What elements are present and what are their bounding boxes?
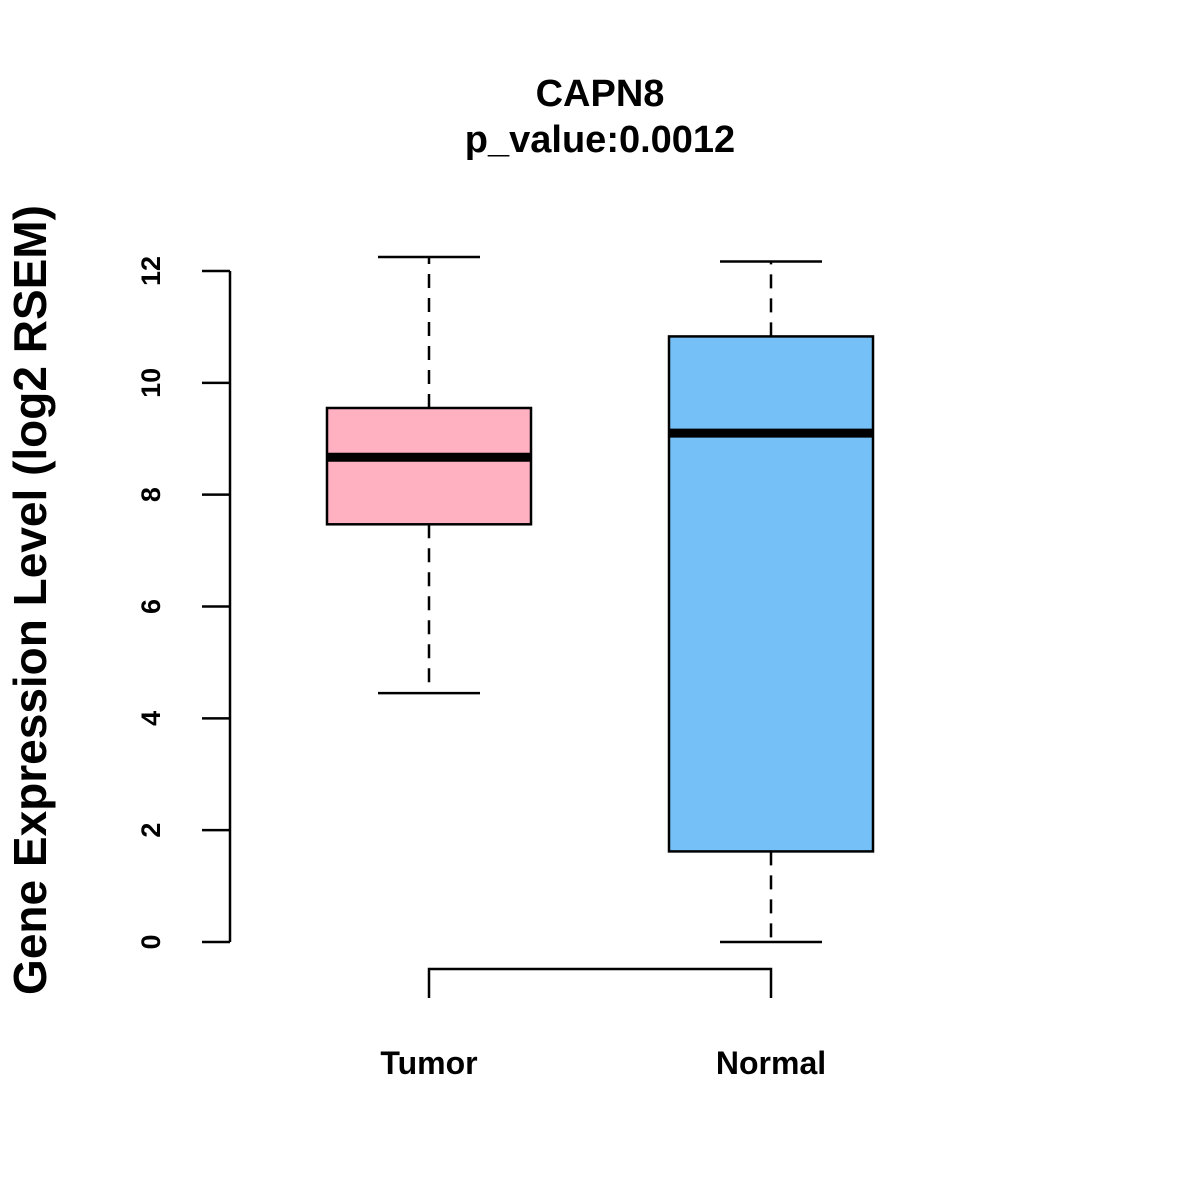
y-axis: 0 2 4 6 8 10 12	[136, 256, 232, 950]
boxes-group	[325, 255, 875, 944]
y-axis-label: Gene Expression Level (log2 RSEM)	[4, 205, 56, 995]
y-tick-label: 2	[136, 823, 166, 838]
y-tick-label: 8	[136, 487, 166, 502]
y-tick-label: 0	[136, 934, 166, 949]
y-tick-label: 10	[136, 368, 166, 398]
y-tick-label: 6	[136, 599, 166, 614]
category-label-tumor: Tumor	[380, 1045, 477, 1081]
box-tumor	[325, 255, 533, 695]
chart-subtitle: p_value:0.0012	[465, 119, 735, 161]
y-tick-label: 12	[136, 256, 166, 286]
category-label-normal: Normal	[716, 1045, 826, 1081]
y-tick-label: 4	[136, 711, 166, 726]
category-labels: Tumor Normal	[380, 1045, 826, 1081]
iqr-box	[667, 335, 875, 853]
box-normal	[667, 260, 875, 944]
comparison-bracket	[427, 967, 773, 998]
chart-title: CAPN8	[536, 73, 665, 115]
bracket-line	[427, 967, 773, 998]
iqr-box	[325, 406, 533, 526]
